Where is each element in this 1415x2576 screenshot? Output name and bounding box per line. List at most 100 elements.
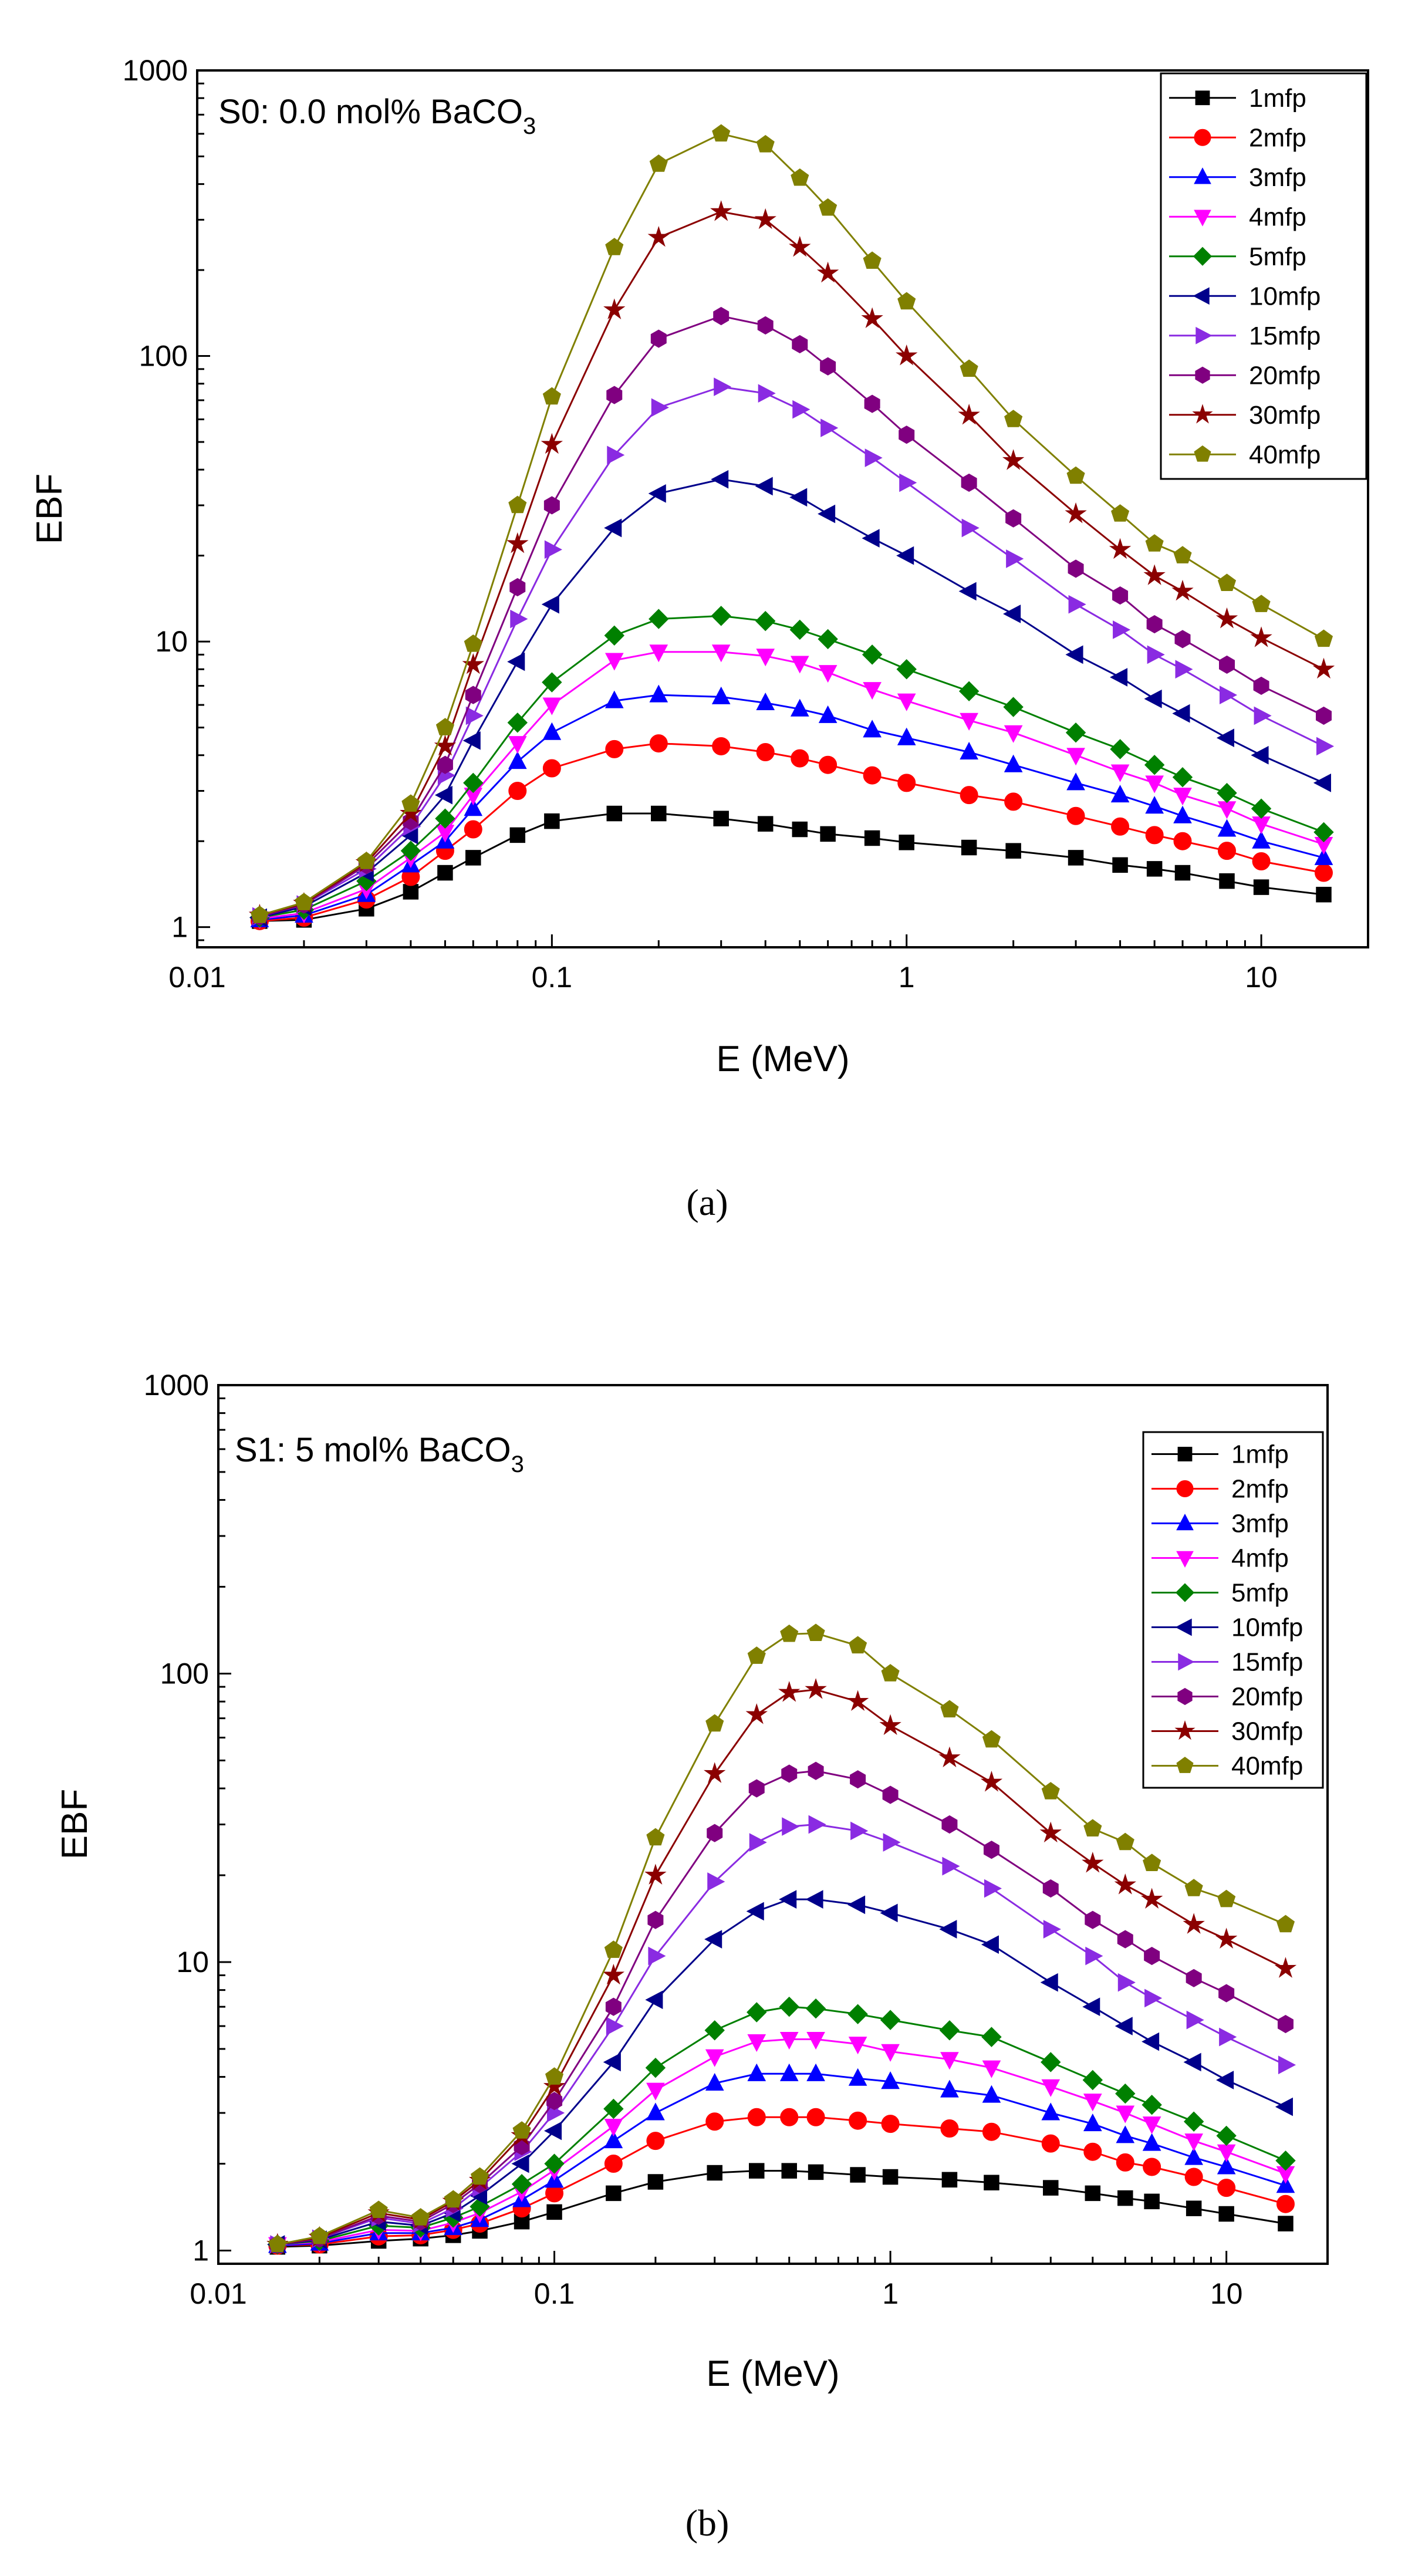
legend-label-30mfp: 30mfp [1231,1717,1303,1746]
data-point-5mfp [1313,822,1334,843]
data-point-15mfp [850,1821,869,1841]
data-point-3mfp [1110,785,1130,803]
data-point-2mfp [863,766,882,785]
data-point-30mfp [541,433,563,454]
data-point-2mfp [1004,792,1023,811]
data-point-10mfp [1065,645,1083,664]
data-point-2mfp [1041,2134,1060,2153]
data-point-15mfp [758,384,776,403]
data-point-1mfp [647,2174,664,2190]
data-point-10mfp [1142,2032,1160,2051]
data-point-2mfp [705,2112,724,2131]
data-point-1mfp [1219,873,1235,889]
data-point-20mfp [1042,1879,1059,1898]
legend-marker-40mfp [1176,1757,1194,1773]
data-point-40mfp [250,906,269,923]
data-point-10mfp [805,1890,823,1909]
data-point-20mfp [882,1785,899,1804]
data-point-4mfp [1066,748,1085,766]
data-point-4mfp [818,665,837,683]
data-point-5mfp [1110,739,1130,759]
x-tick-label: 1 [899,961,915,994]
data-point-3mfp [605,690,624,708]
legend-box [1142,1431,1324,1789]
legend-label-10mfp: 10mfp [1231,1613,1303,1642]
data-point-15mfp [1316,737,1335,756]
legend-label-2mfp: 2mfp [1249,123,1306,152]
data-point-2mfp [756,743,775,762]
data-point-2mfp [464,820,482,839]
data-point-20mfp [509,578,526,597]
data-point-10mfp [818,504,836,524]
data-point-4mfp [779,2032,799,2050]
data-point-15mfp [607,445,625,465]
data-point-2mfp [1252,852,1271,871]
data-point-40mfp [512,2121,531,2139]
data-point-2mfp [1184,2168,1203,2186]
data-point-2mfp [881,2115,900,2133]
legend-marker-1mfp [1177,1447,1193,1461]
data-point-40mfp [863,251,882,269]
data-point-15mfp [1113,620,1131,639]
data-point-20mfp [605,1997,622,2016]
data-point-15mfp [1254,706,1272,725]
data-point-15mfp [510,609,528,629]
data-point-2mfp [1111,817,1130,836]
data-point-5mfp [939,2020,960,2041]
data-point-1mfp [606,805,623,822]
data-point-40mfp [982,1730,1001,1748]
data-point-40mfp [1184,1879,1203,1896]
data-point-1mfp [749,2163,765,2179]
data-point-1mfp [1117,2190,1133,2206]
data-point-4mfp [806,2032,825,2050]
data-point-15mfp [544,540,562,559]
data-point-30mfp [1312,657,1335,679]
data-point-10mfp [981,1935,999,1954]
data-point-20mfp [1117,1930,1133,1949]
data-point-1mfp [1068,850,1084,866]
data-point-4mfp [1041,2079,1061,2097]
data-point-30mfp [789,235,811,257]
data-point-1mfp [757,816,774,832]
data-point-1mfp [1186,2200,1202,2216]
data-point-20mfp [983,1841,999,1859]
data-point-10mfp [1082,1997,1100,2016]
data-point-30mfp [879,1714,901,1736]
legend-label-5mfp: 5mfp [1231,1579,1289,1608]
data-point-10mfp [1275,2097,1293,2116]
data-point-1mfp [1278,2216,1294,2231]
legend-label-1mfp: 1mfp [1231,1440,1289,1469]
data-point-2mfp [1217,2179,1236,2197]
data-point-10mfp [896,546,914,565]
data-point-1mfp [941,2172,958,2188]
x-tick-label: 10 [1210,2277,1243,2310]
data-point-5mfp [603,2098,624,2119]
data-point-2mfp [712,737,731,755]
data-point-40mfp [1083,1819,1102,1836]
data-point-3mfp [464,798,483,816]
data-point-3mfp [960,741,978,760]
data-point-4mfp [542,697,562,715]
data-point-20mfp [1219,655,1235,674]
data-point-5mfp [1041,2052,1061,2072]
x-tick-label: 1 [882,2277,899,2310]
data-point-2mfp [508,782,527,801]
data-point-5mfp [463,772,484,794]
data-point-4mfp [881,2044,900,2062]
data-point-4mfp [1004,725,1023,743]
panel-caption-a: (a) [686,1181,728,1223]
data-point-20mfp [1144,1947,1160,1966]
data-point-10mfp [507,652,525,671]
data-point-40mfp [310,2226,329,2244]
data-point-10mfp [755,477,773,496]
data-point-15mfp [942,1856,960,1876]
data-point-10mfp [434,785,452,805]
data-point-10mfp [1144,689,1162,708]
data-point-5mfp [1275,2150,1296,2171]
data-point-40mfp [1217,1889,1236,1907]
data-point-1mfp [1043,2180,1059,2196]
data-point-15mfp [883,1833,901,1852]
data-point-2mfp [897,774,916,792]
data-point-15mfp [984,1879,1002,1898]
data-point-30mfp [816,261,839,283]
